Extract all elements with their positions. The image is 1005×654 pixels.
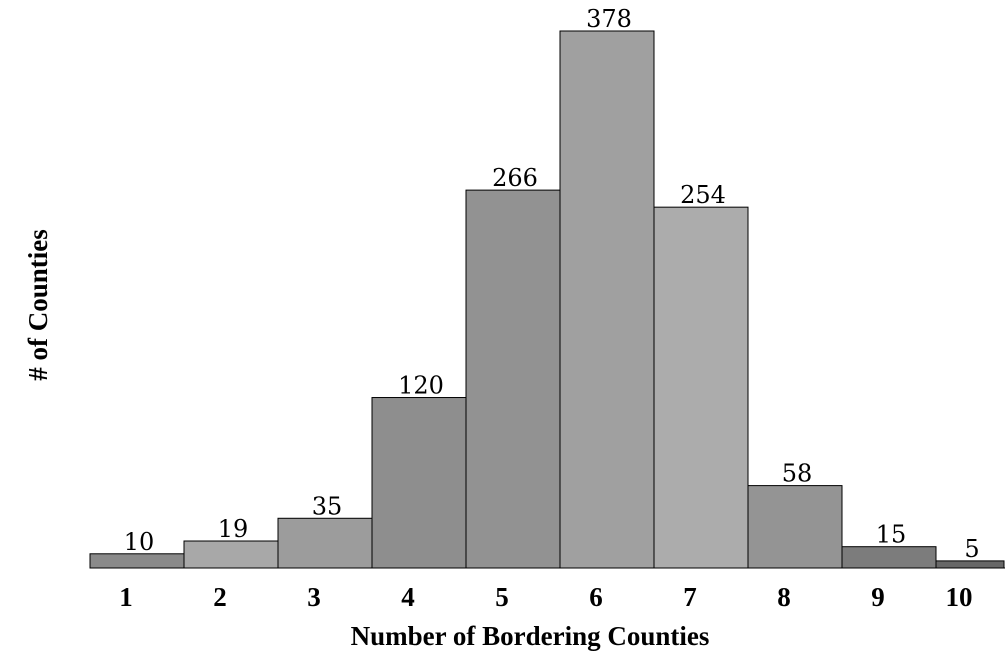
bar-value-label-5: 266	[492, 164, 538, 192]
bar-9	[841, 546, 937, 569]
bars-group	[89, 30, 1005, 569]
bar-7	[653, 206, 749, 569]
bar-value-label-9: 15	[876, 521, 907, 549]
x-tick-label-6: 6	[589, 582, 603, 612]
x-tick-label-9: 9	[871, 582, 885, 612]
bar-1	[89, 553, 185, 569]
bar-8	[747, 485, 843, 569]
bar-3	[277, 517, 373, 569]
x-tick-label-4: 4	[401, 582, 415, 612]
x-tick-label-8: 8	[777, 582, 791, 612]
bar-4	[371, 397, 467, 569]
x-tick-label-5: 5	[495, 582, 509, 612]
bar-value-label-2: 19	[218, 515, 249, 543]
bar-value-label-4: 120	[398, 372, 444, 400]
bar-value-label-1: 10	[124, 528, 155, 556]
bar-value-labels: 10 19 35 120 266 378 254 58 15 5	[124, 5, 980, 563]
bar-value-label-3: 35	[312, 492, 343, 520]
x-tick-label-7: 7	[683, 582, 697, 612]
bar-value-label-8: 58	[782, 460, 813, 488]
bar-6	[559, 30, 655, 569]
x-tick-labels: 1 2 3 4 5 6 7 8 9 10	[119, 582, 972, 612]
x-axis-title: Number of Bordering Counties	[351, 621, 710, 651]
bar-5	[465, 189, 561, 569]
x-tick-label-1: 1	[119, 582, 133, 612]
bar-value-label-6: 378	[586, 5, 632, 33]
x-tick-label-3: 3	[307, 582, 321, 612]
bar-value-label-10: 5	[964, 535, 979, 563]
x-tick-label-2: 2	[213, 582, 227, 612]
y-axis-title: # of Counties	[23, 229, 53, 381]
bar-2	[183, 540, 279, 569]
x-tick-label-10: 10	[946, 582, 973, 612]
bar-value-label-7: 254	[680, 181, 726, 209]
